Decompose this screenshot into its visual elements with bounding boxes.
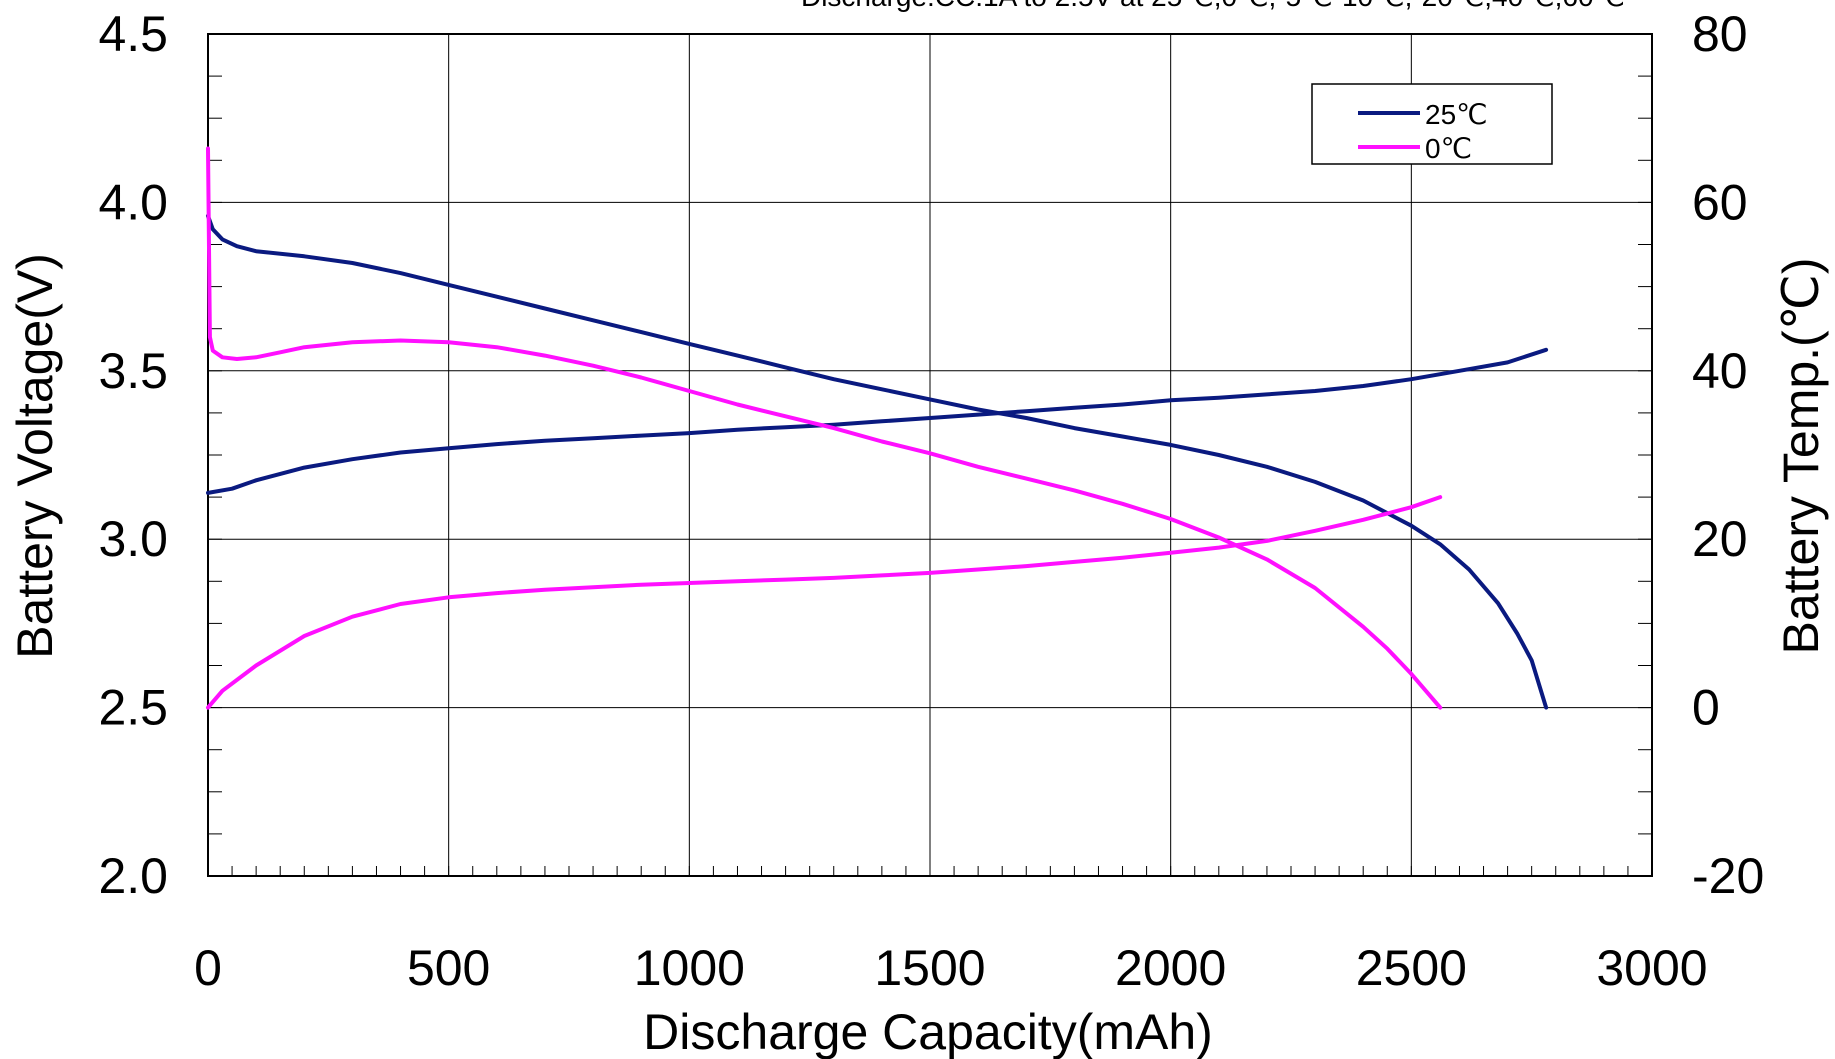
chart-subtitle: Discharge:CC:1A to 2.5V at 25℃,0℃,-5℃-10…	[801, 0, 1625, 12]
series-line-25c-voltage	[206, 213, 1549, 710]
x-tick-label: 0	[194, 940, 222, 996]
x-tick-label: 3000	[1596, 940, 1707, 996]
x-tick-label: 1500	[874, 940, 985, 996]
y-tick-label: 2.5	[98, 680, 168, 736]
y-axis-title: Battery Voltage(V)	[7, 253, 63, 659]
y2-tick-label: 40	[1692, 343, 1748, 399]
legend-box	[1311, 83, 1553, 165]
y2-tick-labels: -20 0 20 40 60 80	[1692, 6, 1764, 904]
y-tick-label: 4.0	[98, 174, 168, 230]
y2-tick-label: 60	[1692, 174, 1748, 230]
y-tick-label: 4.5	[98, 6, 168, 62]
series-line-0c-voltage	[206, 146, 1443, 710]
legend-label-0c: 0℃	[1425, 133, 1472, 164]
y-tick-labels: 2.0 2.5 3.0 3.5 4.0 4.5	[98, 6, 168, 904]
y2-tick-label: -20	[1692, 848, 1764, 904]
y-tick-label: 3.5	[98, 343, 168, 399]
series-group	[206, 146, 1549, 710]
y2-tick-label: 20	[1692, 511, 1748, 567]
x-tick-label: 1000	[634, 940, 745, 996]
y2-tick-label: 0	[1692, 680, 1720, 736]
x-tick-label: 2000	[1115, 940, 1226, 996]
x-tick-label: 500	[407, 940, 490, 996]
series-line-0c-temperature	[206, 495, 1443, 710]
y-tick-label: 3.0	[98, 511, 168, 567]
y-tick-label: 2.0	[98, 848, 168, 904]
x-tick-labels: 0 500 1000 1500 2000 2500 3000	[194, 940, 1708, 996]
x-axis-title: Discharge Capacity(mAh)	[643, 1004, 1213, 1059]
plot-frame	[207, 33, 1653, 877]
legend: 25℃ 0℃	[1311, 83, 1553, 165]
y2-axis-title: Battery Temp.(℃)	[1773, 258, 1829, 655]
x-tick-label: 2500	[1356, 940, 1467, 996]
y2-tick-label: 80	[1692, 6, 1748, 62]
legend-label-25c: 25℃	[1425, 99, 1488, 130]
series-line-25c-temperature	[206, 347, 1549, 495]
